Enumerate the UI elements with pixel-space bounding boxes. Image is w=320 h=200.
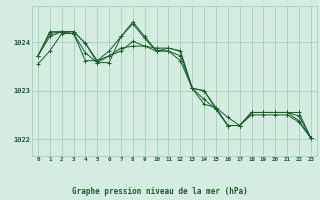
Text: Graphe pression niveau de la mer (hPa): Graphe pression niveau de la mer (hPa): [72, 187, 248, 196]
